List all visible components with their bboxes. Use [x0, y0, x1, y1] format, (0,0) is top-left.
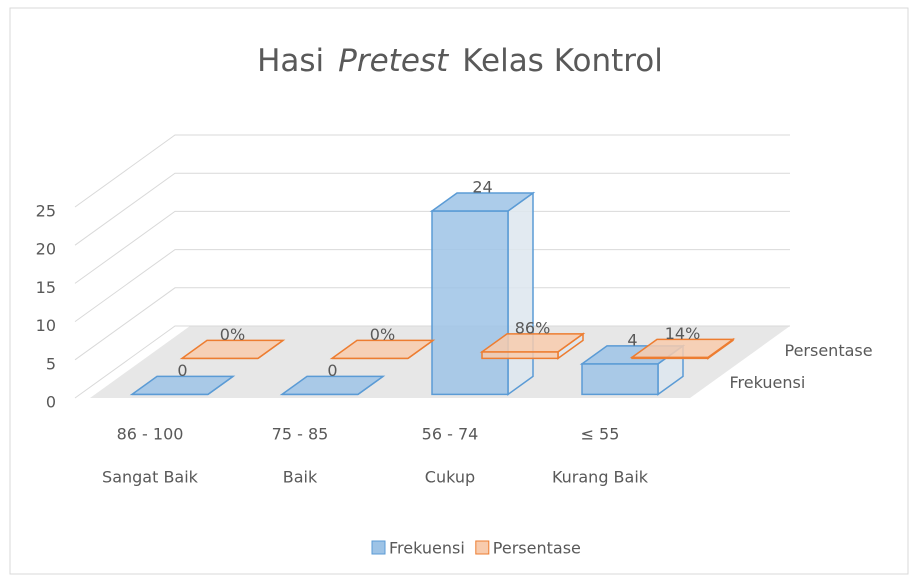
legend-swatch	[475, 540, 490, 555]
bar	[129, 375, 236, 396]
data-label: 86%	[515, 318, 551, 337]
y-tick-label: 10	[36, 316, 56, 335]
depth-label: Persentase	[785, 341, 873, 360]
x-tick-label: 56 - 74	[422, 425, 479, 444]
bar	[179, 339, 286, 360]
bar	[279, 375, 386, 396]
data-label: 0%	[370, 325, 395, 344]
data-label: 24	[472, 178, 492, 197]
bar	[629, 337, 736, 360]
x-tick-label: Sangat Baik	[102, 468, 199, 487]
bar-front	[581, 363, 659, 396]
grid-line	[74, 249, 790, 323]
y-tick-label: 5	[46, 354, 56, 373]
bar-front	[481, 351, 559, 360]
data-label: 0	[327, 361, 337, 380]
x-tick-label: 75 - 85	[272, 425, 329, 444]
bar-top	[179, 339, 286, 360]
x-tick-label: 86 - 100	[117, 425, 184, 444]
bar-top	[429, 192, 536, 212]
grid-line	[74, 210, 790, 284]
chart-title: Hasi Pretest Kelas Kontrol	[257, 43, 663, 79]
data-label: 0%	[220, 325, 245, 344]
x-tick-label: Baik	[283, 468, 318, 487]
grid-line	[74, 325, 790, 399]
bar	[429, 191, 536, 396]
depth-label: Frekuensi	[730, 373, 806, 392]
legend-label: Persentase	[493, 539, 581, 558]
grid-line	[74, 287, 790, 361]
bar-top	[479, 333, 586, 353]
x-tick-label: ≤ 55	[581, 425, 620, 444]
bar	[329, 339, 436, 360]
bar-top	[129, 375, 236, 396]
title-part: Kelas Kontrol	[462, 43, 663, 79]
bar-side	[507, 191, 534, 396]
x-tick-label: Kurang Baik	[552, 468, 649, 487]
bar-front	[431, 210, 509, 396]
title-part: Hasi	[257, 43, 324, 79]
data-label: 0	[177, 361, 187, 380]
bar-top	[279, 375, 386, 396]
grid-line	[74, 134, 790, 208]
legend-label: Frekuensi	[389, 539, 465, 558]
bar	[479, 332, 586, 360]
bar-top	[629, 338, 736, 359]
data-label: 14%	[665, 324, 701, 343]
title-part: Pretest	[338, 43, 450, 79]
y-tick-label: 15	[36, 278, 56, 297]
y-tick-label: 20	[36, 240, 56, 259]
grid-line	[74, 172, 790, 246]
bar-top	[329, 339, 436, 360]
y-tick-label: 0	[46, 393, 56, 412]
x-tick-label: Cukup	[425, 468, 475, 487]
legend-swatch	[371, 540, 386, 555]
y-tick-label: 25	[36, 202, 56, 221]
data-label: 4	[627, 330, 637, 349]
